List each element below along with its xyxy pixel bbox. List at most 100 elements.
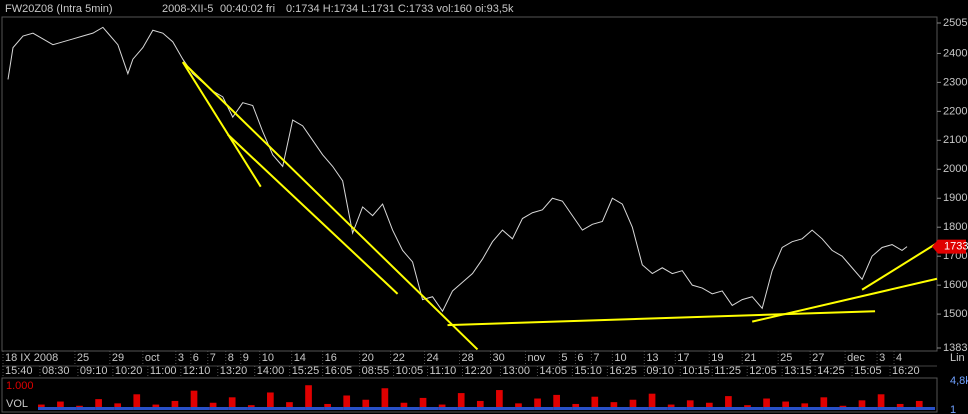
volume-bar	[324, 403, 331, 410]
volume-bar	[457, 393, 465, 410]
volume-bar	[725, 396, 732, 410]
volume-bar	[782, 401, 789, 410]
x-tick-label: 10:20	[115, 365, 143, 377]
volume-bar	[572, 403, 580, 410]
volume-base	[267, 407, 287, 410]
x-tick-label: dec	[847, 352, 865, 364]
x-tick-label: 3	[178, 352, 184, 364]
volume-base	[152, 407, 172, 410]
volume-bar	[686, 400, 694, 410]
volume-bar	[171, 400, 179, 410]
volume-bar	[133, 394, 141, 410]
scale-label: Lin	[950, 352, 965, 364]
volume-bar	[209, 402, 217, 410]
volume-base	[171, 407, 191, 410]
volume-base	[209, 407, 229, 410]
x-tick-label: 13:00	[502, 365, 530, 377]
y-tick-label: 1800	[943, 221, 967, 233]
volume-base	[839, 407, 859, 410]
price-line	[7, 26, 908, 313]
x-tick-label: 25	[77, 352, 89, 364]
volume-base	[686, 407, 706, 410]
volume-tick-label: 1	[950, 404, 956, 414]
x-tick-label: 08:30	[42, 365, 70, 377]
volume-bar	[57, 401, 64, 410]
x-tick-label: 16	[325, 352, 337, 364]
volume-base	[896, 407, 916, 410]
volume-bar	[515, 403, 522, 410]
volume-bar	[610, 402, 618, 410]
volume-scale: 1.000	[6, 380, 34, 392]
x-tick-label: 3	[879, 352, 885, 364]
x-tick-label: 14:25	[817, 365, 845, 377]
y-tick-label: 1600	[943, 279, 967, 291]
x-tick-label: 4	[896, 352, 902, 364]
x-tick-label: 21	[744, 352, 756, 364]
x-tick-label: 10:15	[682, 365, 710, 377]
last-price-box	[932, 239, 966, 254]
volume-base	[763, 407, 783, 410]
y-tick-label: 2505	[943, 17, 967, 29]
volume-base	[610, 407, 630, 410]
x-tick-label: 25	[780, 352, 792, 364]
volume-base	[725, 407, 745, 410]
y-tick-label: 2000	[943, 163, 967, 175]
volume-bar	[705, 402, 713, 410]
x-tick-label: 15:40	[5, 365, 33, 377]
x-tick-label: 7	[593, 352, 599, 364]
volume-base	[820, 407, 840, 410]
volume-bar	[343, 395, 351, 410]
x-tick-label: 12:20	[465, 365, 493, 377]
x-tick-label: 08:55	[362, 365, 390, 377]
y-tick-label: 2300	[943, 76, 967, 88]
time: 00:40:02 fri	[220, 3, 275, 15]
volume-bar	[877, 394, 885, 410]
x-tick-label: 24	[427, 352, 439, 364]
volume-base	[591, 407, 611, 410]
x-tick-label: 5	[561, 352, 567, 364]
y-tick-label: 2100	[943, 134, 967, 146]
volume-base	[95, 407, 115, 410]
volume-base	[457, 407, 477, 410]
volume-base	[190, 407, 210, 410]
x-tick-label: 28	[462, 352, 474, 364]
volume-bar	[534, 398, 541, 410]
x-tick-label: 14	[294, 352, 306, 364]
y-tick-label: 2200	[943, 105, 967, 117]
volume-base	[343, 407, 363, 410]
x-tick-label: nov	[527, 352, 545, 364]
x-tick-label: 22	[393, 352, 405, 364]
x-tick-label: 6	[193, 352, 199, 364]
volume-bar	[286, 402, 293, 410]
volume-bar	[228, 397, 236, 410]
volume-bar	[896, 403, 904, 410]
volume-bar	[591, 396, 599, 410]
volume-base	[381, 407, 401, 410]
volume-bar	[267, 392, 274, 410]
y-tick-label: 1900	[943, 192, 967, 204]
x-tick-label: 27	[812, 352, 824, 364]
volume-base	[419, 407, 439, 410]
x-tick-label: 9	[243, 352, 249, 364]
y-tick-label: 1500	[943, 308, 967, 320]
volume-base	[667, 407, 687, 410]
x-tick-label: 18 IX 2008	[5, 352, 58, 364]
volume-bar	[915, 400, 923, 410]
volume-base	[57, 407, 77, 410]
volume-bar	[496, 390, 503, 410]
volume-base	[305, 407, 325, 410]
x-tick-label: 14:00	[257, 365, 285, 377]
x-tick-label: 12:05	[749, 365, 777, 377]
x-tick-label: 6	[577, 352, 583, 364]
volume-base	[286, 407, 306, 410]
volume-name: VOL	[6, 398, 28, 410]
x-tick-label: 7	[210, 352, 216, 364]
x-tick-label: 11:10	[430, 365, 457, 377]
volume-bar	[629, 399, 637, 410]
volume-base	[476, 407, 497, 410]
trendline	[182, 61, 479, 351]
x-tick-label: 15:05	[854, 365, 882, 377]
volume-base	[438, 407, 458, 410]
